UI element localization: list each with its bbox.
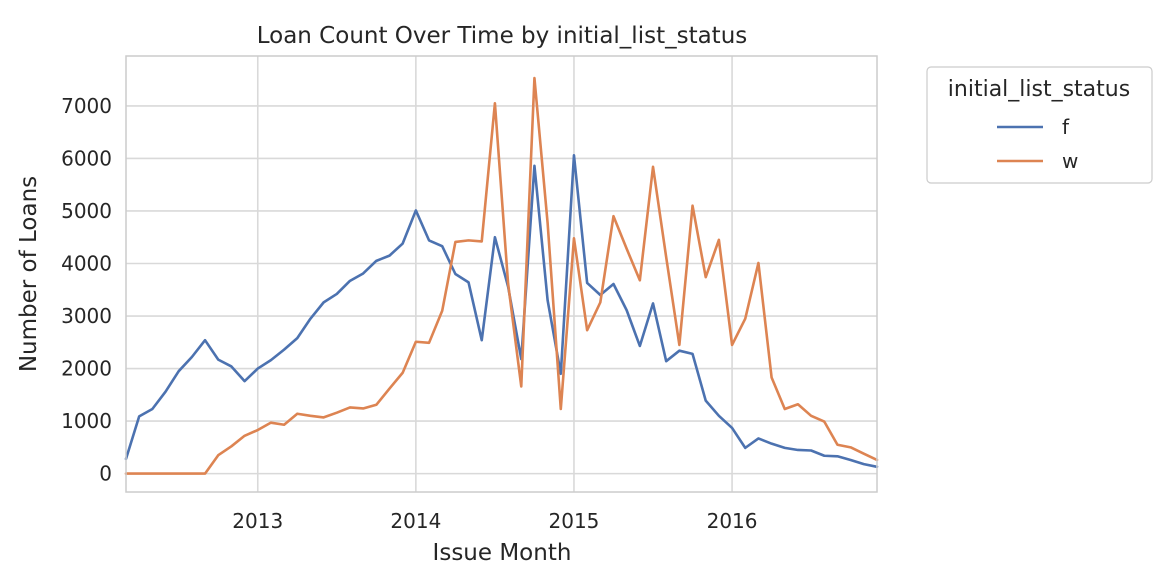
legend: initial_list_status fw [926, 66, 1153, 184]
y-tick-label: 6000 [61, 146, 112, 170]
y-tick-label: 7000 [61, 94, 112, 118]
grid [126, 56, 877, 492]
y-tick-label: 1000 [61, 409, 112, 433]
x-axis-label: Issue Month [433, 540, 572, 566]
legend-label-w: w [1062, 149, 1078, 173]
legend-label-f: f [1062, 115, 1070, 139]
y-tick-label: 0 [99, 462, 112, 486]
legend-title: initial_list_status [948, 77, 1130, 102]
x-tick-label: 2015 [549, 509, 600, 533]
y-tick-label: 3000 [61, 304, 112, 328]
y-axis-label: Number of Loans [16, 176, 42, 372]
y-tick-label: 5000 [61, 199, 112, 223]
x-tick-label: 2016 [707, 509, 758, 533]
x-tick-label: 2014 [390, 509, 441, 533]
plot-frame [125, 55, 878, 493]
series-line-f [124, 153, 879, 469]
series-line-w [124, 76, 879, 475]
y-tick-label: 2000 [61, 357, 112, 381]
x-axis-ticks: 2013 2014 2015 2016 [232, 509, 757, 533]
x-tick-label: 2013 [232, 509, 283, 533]
series-lines [124, 76, 879, 475]
legend-box [926, 66, 1153, 184]
y-axis-ticks: 0 1000 2000 3000 4000 5000 6000 7000 [61, 94, 112, 486]
chart-title: Loan Count Over Time by initial_list_sta… [257, 23, 748, 49]
y-tick-label: 4000 [61, 251, 112, 275]
legend-items: fw [997, 115, 1078, 173]
